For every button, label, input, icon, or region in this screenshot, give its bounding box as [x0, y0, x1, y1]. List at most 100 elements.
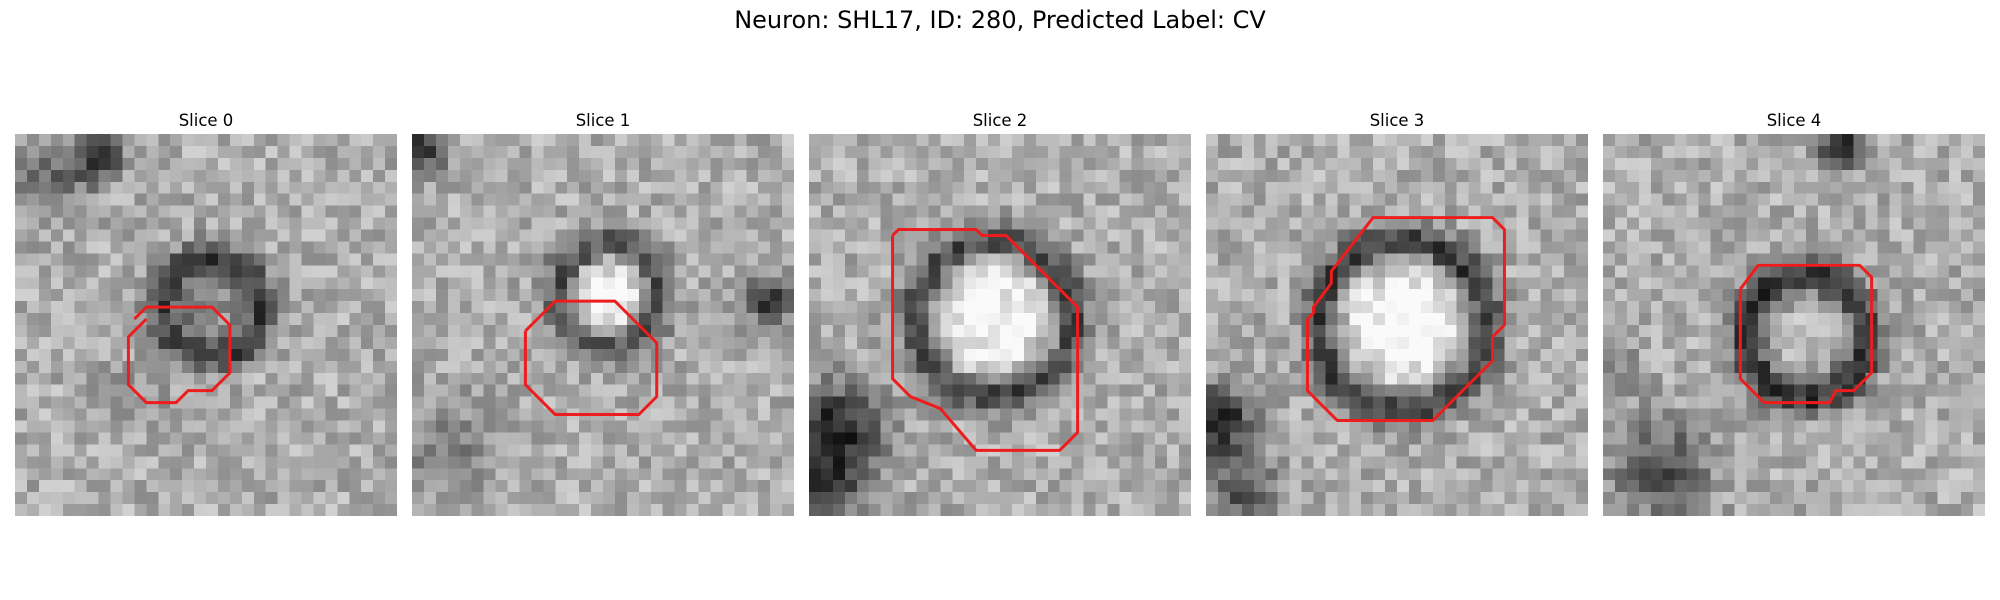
- image-pixel: [471, 360, 484, 373]
- image-pixel: [868, 348, 881, 362]
- image-pixel: [1638, 408, 1651, 421]
- image-pixel: [1253, 313, 1266, 326]
- image-pixel: [940, 134, 953, 147]
- image-pixel: [734, 229, 747, 242]
- image-pixel: [325, 169, 338, 182]
- image-pixel: [1325, 169, 1338, 182]
- image-pixel: [62, 384, 75, 397]
- image-pixel: [1241, 384, 1254, 397]
- image-pixel: [868, 301, 881, 314]
- image-pixel: [507, 336, 520, 350]
- image-pixel: [832, 408, 846, 421]
- image-pixel: [483, 444, 496, 457]
- image-pixel: [734, 325, 747, 338]
- image-pixel: [698, 432, 711, 445]
- image-pixel: [1265, 181, 1278, 194]
- image-pixel: [1206, 277, 1219, 290]
- image-pixel: [241, 277, 254, 290]
- image-pixel: [217, 480, 231, 493]
- image-pixel: [373, 241, 386, 254]
- image-pixel: [1143, 217, 1156, 230]
- image-pixel: [1011, 360, 1025, 373]
- image-pixel: [241, 348, 254, 362]
- image-pixel: [1516, 253, 1529, 266]
- image-pixel: [1131, 384, 1144, 397]
- image-pixel: [1889, 145, 1902, 159]
- image-pixel: [217, 336, 231, 350]
- image-pixel: [206, 277, 219, 290]
- image-pixel: [1047, 157, 1060, 171]
- image-pixel: [1408, 145, 1422, 159]
- image-pixel: [313, 145, 326, 159]
- image-pixel: [471, 289, 484, 302]
- image-pixel: [1540, 157, 1553, 171]
- image-pixel: [1432, 145, 1445, 159]
- image-pixel: [976, 504, 989, 516]
- image-pixel: [483, 396, 496, 409]
- image-pixel: [832, 360, 846, 373]
- image-pixel: [253, 420, 266, 433]
- image-pixel: [1504, 492, 1517, 505]
- image-pixel: [722, 492, 735, 505]
- image-pixel: [241, 420, 254, 433]
- image-pixel: [194, 432, 207, 445]
- image-pixel: [1540, 145, 1553, 159]
- image-pixel: [579, 145, 592, 159]
- image-pixel: [1805, 181, 1819, 194]
- image-pixel: [1289, 134, 1302, 147]
- image-pixel: [1913, 217, 1926, 230]
- image-pixel: [265, 348, 278, 362]
- image-pixel: [928, 253, 941, 266]
- image-pixel: [74, 241, 87, 254]
- image-pixel: [1337, 384, 1350, 397]
- image-pixel: [1179, 372, 1191, 385]
- image-pixel: [1889, 265, 1902, 278]
- image-pixel: [1155, 277, 1168, 290]
- image-pixel: [1576, 253, 1588, 266]
- image-pixel: [579, 420, 592, 433]
- image-pixel: [591, 241, 604, 254]
- image-pixel: [146, 229, 159, 242]
- image-pixel: [1949, 372, 1962, 385]
- image-pixel: [1805, 253, 1819, 266]
- image-pixel: [1638, 289, 1651, 302]
- image-pixel: [1011, 169, 1025, 182]
- image-pixel: [591, 277, 604, 290]
- image-pixel: [110, 134, 123, 147]
- image-pixel: [832, 229, 846, 242]
- image-pixel: [325, 301, 338, 314]
- image-pixel: [1829, 157, 1842, 171]
- image-pixel: [1480, 325, 1493, 338]
- image-pixel: [385, 253, 397, 266]
- image-pixel: [1901, 313, 1914, 326]
- image-pixel: [1397, 396, 1410, 409]
- image-pixel: [385, 157, 397, 171]
- image-pixel: [170, 193, 183, 206]
- image-pixel: [385, 181, 397, 194]
- image-pixel: [1913, 265, 1926, 278]
- image-pixel: [1504, 432, 1517, 445]
- image-pixel: [1179, 134, 1191, 147]
- image-pixel: [1564, 265, 1577, 278]
- image-pixel: [1758, 277, 1771, 290]
- image-pixel: [1492, 229, 1505, 242]
- image-pixel: [519, 253, 532, 266]
- image-pixel: [1035, 181, 1048, 194]
- image-pixel: [591, 169, 604, 182]
- image-pixel: [1853, 444, 1866, 457]
- image-pixel: [98, 134, 111, 147]
- image-pixel: [1325, 360, 1338, 373]
- image-pixel: [868, 384, 881, 397]
- image-pixel: [483, 468, 496, 481]
- image-pixel: [964, 181, 977, 194]
- image-pixel: [832, 181, 846, 194]
- image-pixel: [1095, 181, 1108, 194]
- image-pixel: [1674, 289, 1687, 302]
- image-pixel: [650, 468, 663, 481]
- image-pixel: [1937, 169, 1950, 182]
- image-pixel: [1674, 145, 1687, 159]
- image-pixel: [1865, 205, 1878, 218]
- image-pixel: [1253, 193, 1266, 206]
- image-pixel: [1805, 217, 1819, 230]
- image-pixel: [988, 348, 1001, 362]
